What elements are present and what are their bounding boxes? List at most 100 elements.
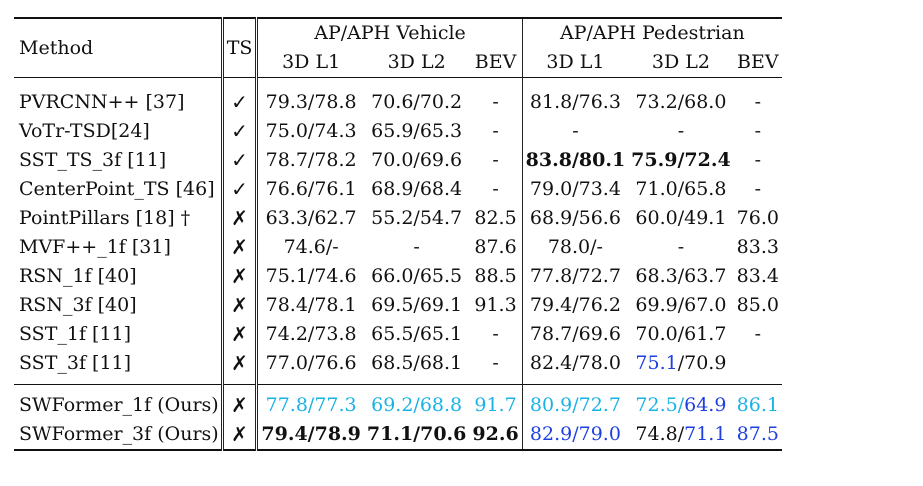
pedestrian-l2-cell: 74.8/71.1 [628, 420, 734, 451]
pedestrian-bev-cell: 83.4 [736, 265, 779, 287]
ts-check-icon: ✓ [220, 175, 257, 204]
method-cell: SST_TS_3f [11] [19, 149, 167, 171]
header-row-2: 3D L1 3D L2 BEV 3D L1 3D L2 BEV [14, 48, 782, 78]
ts-check-icon: ✓ [220, 117, 257, 146]
vehicle-l2-cell: 70.0/69.6 [371, 149, 463, 171]
ts-cross-icon: ✗ [220, 420, 257, 451]
pedestrian-l1-cell: 78.7/69.6 [521, 320, 629, 349]
vehicle-l2-cell: 55.2/54.7 [371, 207, 463, 229]
vehicle-l1-cell: 74.2/73.8 [255, 320, 364, 349]
pedestrian-bev-cell: - [754, 91, 762, 113]
vehicle-bev-cell: - [492, 120, 499, 142]
method-cell: VoTr-TSD[24] [19, 120, 150, 142]
method-cell: PVRCNN++ [37] [19, 91, 185, 113]
pedestrian-l1-cell: 82.9/79.0 [521, 420, 629, 451]
table-row: SST_3f [11] ✗ 77.0/76.6 68.5/68.1 - 82.4… [14, 349, 782, 378]
table-row: SST_1f [11] ✗ 74.2/73.8 65.5/65.1 - 78.7… [14, 320, 782, 349]
pedestrian-l1-cell: 77.8/72.7 [521, 262, 629, 291]
ts-cross-icon: ✗ [220, 291, 257, 320]
pedestrian-bev-cell: - [754, 120, 762, 142]
vehicle-l1-cell: 76.6/76.1 [255, 175, 364, 204]
ts-check-icon: ✓ [220, 146, 257, 175]
table-row: RSN_1f [40] ✗ 75.1/74.6 66.0/65.5 88.5 7… [14, 262, 782, 291]
method-cell: SST_3f [11] [19, 352, 132, 374]
pedestrian-l2-cell: - [677, 120, 685, 142]
pedestrian-l2-part-b: 71.1 [684, 423, 727, 445]
pedestrian-l1-cell: 78.0/- [521, 233, 629, 262]
vehicle-l1-cell: 79.4/78.9 [255, 420, 364, 451]
pedestrian-l2-cell: - [677, 236, 685, 258]
vehicle-l1-cell: 78.4/78.1 [255, 291, 364, 320]
vehicle-bev-cell: 91.7 [474, 394, 517, 416]
pedestrian-l1-cell: 81.8/76.3 [521, 88, 629, 117]
pedestrian-bev-cell: - [754, 178, 762, 200]
table-row: CenterPoint_TS [46] ✓ 76.6/76.1 68.9/68.… [14, 175, 782, 204]
vehicle-l2-cell: 71.1/70.6 [363, 420, 470, 451]
pedestrian-l1-cell: 82.4/78.0 [521, 349, 629, 378]
header-vehicle-3d-l2: 3D L2 [387, 51, 446, 73]
vehicle-l1-cell: 77.0/76.6 [255, 349, 364, 378]
header-separator [14, 77, 782, 88]
header-row-1: Method TS AP/APH Vehicle AP/APH Pedestri… [14, 17, 782, 78]
pedestrian-l2-highlight: 75.1 [635, 352, 678, 374]
vehicle-l2-cell: 70.6/70.2 [371, 91, 463, 113]
vehicle-l2-cell: 68.5/68.1 [371, 352, 463, 374]
pedestrian-bev-cell: - [754, 149, 762, 171]
pedestrian-bev-cell: - [754, 323, 762, 345]
pedestrian-l1-cell: - [521, 117, 629, 146]
vehicle-bev-cell: - [492, 91, 499, 113]
header-vehicle: AP/APH Vehicle [255, 17, 523, 48]
vehicle-l1-cell: 63.3/62.7 [255, 204, 364, 233]
vehicle-bev-cell: - [492, 149, 499, 171]
header-vehicle-3d-l1: 3D L1 [255, 48, 364, 78]
table-row: VoTr-TSD[24] ✓ 75.0/74.3 65.9/65.3 - - -… [14, 117, 782, 146]
pedestrian-l1-cell: 80.9/72.7 [521, 391, 629, 420]
ts-cross-icon: ✗ [220, 262, 257, 291]
ts-cross-icon: ✗ [220, 233, 257, 262]
pedestrian-l2-cell: 75.1/70.9 [628, 349, 734, 378]
vehicle-bev-cell: - [492, 323, 499, 345]
vehicle-l2-cell: 65.9/65.3 [371, 120, 463, 142]
header-method: Method [14, 17, 223, 78]
method-cell: PointPillars [18] † [19, 207, 191, 229]
table-row: RSN_3f [40] ✗ 78.4/78.1 69.5/69.1 91.3 7… [14, 291, 782, 320]
method-cell: SST_1f [11] [19, 323, 132, 345]
pedestrian-l2-part-a: 72.5/ [635, 394, 685, 416]
header-vehicle-bev: BEV [474, 51, 517, 73]
method-cell: CenterPoint_TS [46] [19, 178, 215, 200]
vehicle-l1-cell: 77.8/77.3 [255, 391, 364, 420]
pedestrian-l2-part-b: 64.9 [684, 394, 727, 416]
vehicle-l2-cell: 69.5/69.1 [371, 294, 463, 316]
vehicle-l1-cell: 78.7/78.2 [255, 146, 364, 175]
header-pedestrian-bev: BEV [737, 51, 779, 73]
method-cell: SWFormer_1f (Ours) [19, 394, 219, 416]
pedestrian-l2-cell: 68.3/63.7 [635, 265, 727, 287]
ts-cross-icon: ✗ [220, 320, 257, 349]
pedestrian-l1-cell: 83.8/80.1 [521, 146, 629, 175]
header-pedestrian-3d-l2: 3D L2 [651, 51, 710, 73]
vehicle-l2-cell: - [413, 236, 420, 258]
ours-separator [14, 384, 782, 391]
method-cell: RSN_1f [40] [19, 265, 137, 287]
ts-cross-icon: ✗ [220, 391, 257, 420]
ts-cross-icon: ✗ [220, 349, 257, 378]
table-row: PVRCNN++ [37] ✓ 79.3/78.8 70.6/70.2 - 81… [14, 88, 782, 117]
vehicle-l2-cell: 66.0/65.5 [371, 265, 463, 287]
table-row-ours: SWFormer_3f (Ours) ✗ 79.4/78.9 71.1/70.6… [14, 420, 782, 451]
vehicle-bev-cell: 91.3 [474, 294, 517, 316]
pedestrian-l1-cell: 79.4/76.2 [521, 291, 629, 320]
vehicle-bev-cell: - [492, 352, 499, 374]
pedestrian-l2-cell: 69.9/67.0 [635, 294, 727, 316]
vehicle-l1-cell: 74.6/- [255, 233, 364, 262]
pedestrian-bev-cell: 76.0 [736, 207, 779, 229]
vehicle-l1-cell: 75.0/74.3 [255, 117, 364, 146]
method-cell: MVF++_1f [31] [19, 236, 171, 258]
pedestrian-bev-cell: 83.3 [736, 236, 779, 258]
vehicle-l1-cell: 79.3/78.8 [255, 88, 364, 117]
results-table: Method TS AP/APH Vehicle AP/APH Pedestri… [14, 17, 782, 451]
table-row: SST_TS_3f [11] ✓ 78.7/78.2 70.0/69.6 - 8… [14, 146, 782, 175]
pedestrian-l1-cell: 68.9/56.6 [521, 204, 629, 233]
pedestrian-bev-cell [734, 349, 782, 378]
pedestrian-l2-rest: /70.9 [677, 352, 727, 374]
vehicle-bev-cell: - [492, 178, 499, 200]
